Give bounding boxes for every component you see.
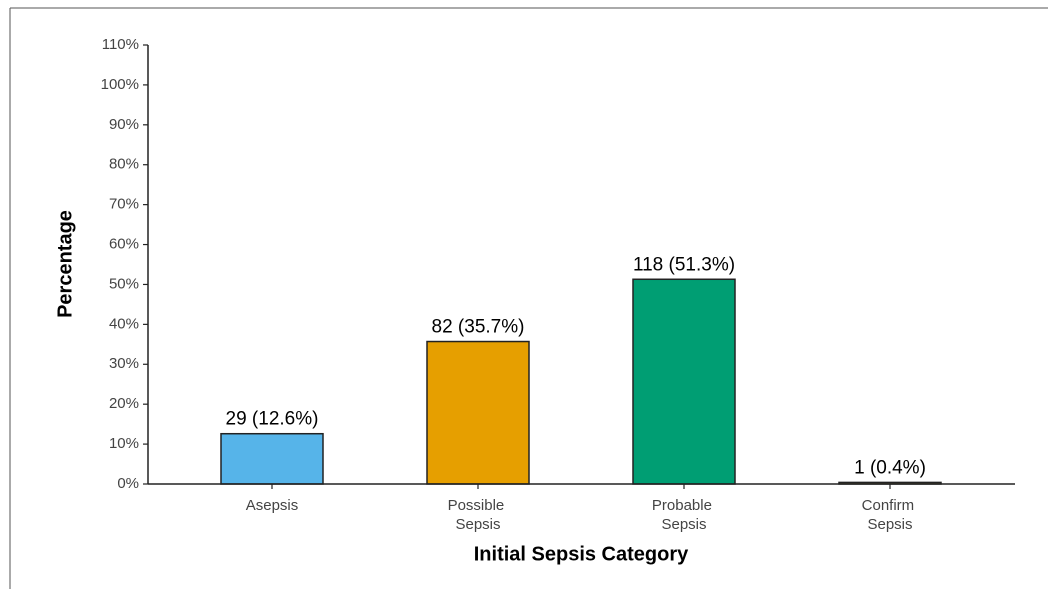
y-tick-label: 30% — [109, 355, 139, 372]
bar — [632, 278, 736, 485]
y-axis-label: Percentage — [54, 210, 76, 318]
y-tick-label: 100% — [101, 76, 139, 93]
x-tick-label: Confirm Sepsis — [862, 497, 919, 533]
x-axis-label: Initial Sepsis Category — [474, 543, 689, 565]
y-tick-label: 70% — [109, 196, 139, 213]
value-label: 29 (12.6%) — [226, 409, 319, 430]
x-tick-label: Possible Sepsis — [448, 497, 509, 533]
y-tick-label: 90% — [109, 116, 139, 133]
y-tick-label: 20% — [109, 395, 139, 412]
value-label: 1 (0.4%) — [854, 457, 926, 478]
bar — [426, 340, 530, 485]
y-tick-label: 10% — [109, 435, 139, 452]
y-tick-label: 50% — [109, 275, 139, 292]
x-tick-label: Probable Sepsis — [652, 497, 716, 533]
value-label: 118 (51.3%) — [633, 254, 735, 275]
bar — [220, 432, 324, 485]
y-tick-label: 0% — [117, 475, 139, 492]
y-tick-label: 60% — [109, 236, 139, 253]
x-tick-label: Asepsis — [246, 497, 299, 514]
y-tick-label: 40% — [109, 315, 139, 332]
y-tick-label: 110% — [102, 36, 139, 53]
y-tick-label: 80% — [109, 156, 139, 173]
value-label: 82 (35.7%) — [432, 317, 525, 338]
